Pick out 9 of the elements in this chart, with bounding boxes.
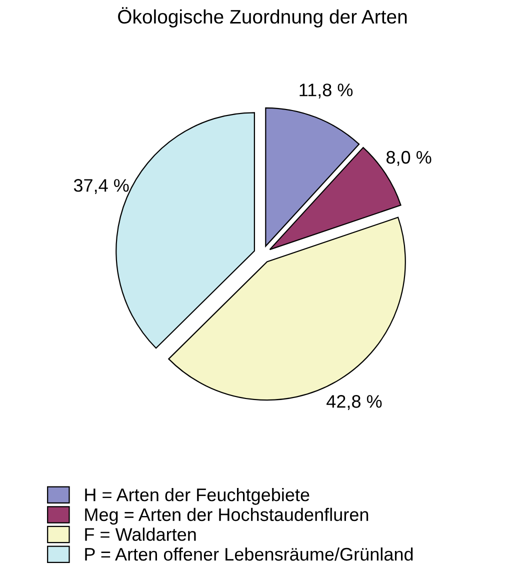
legend-label: P = Arten offener Lebensräume/Grünland <box>85 547 413 561</box>
data-label: 8,0 % <box>386 150 432 166</box>
data-label: 11,8 % <box>300 84 353 98</box>
chart-title: Ökologische Zuordnung der Arten <box>118 7 407 28</box>
data-label: 37,4 % <box>74 179 129 194</box>
data-label: 42,8 % <box>326 395 382 410</box>
legend-label: Meg = Arten der Hochstaudenfluren <box>85 508 368 525</box>
legend-label: F = Waldarten <box>85 528 196 541</box>
legend-label: H = Arten der Feuchtgebiete <box>85 488 310 505</box>
